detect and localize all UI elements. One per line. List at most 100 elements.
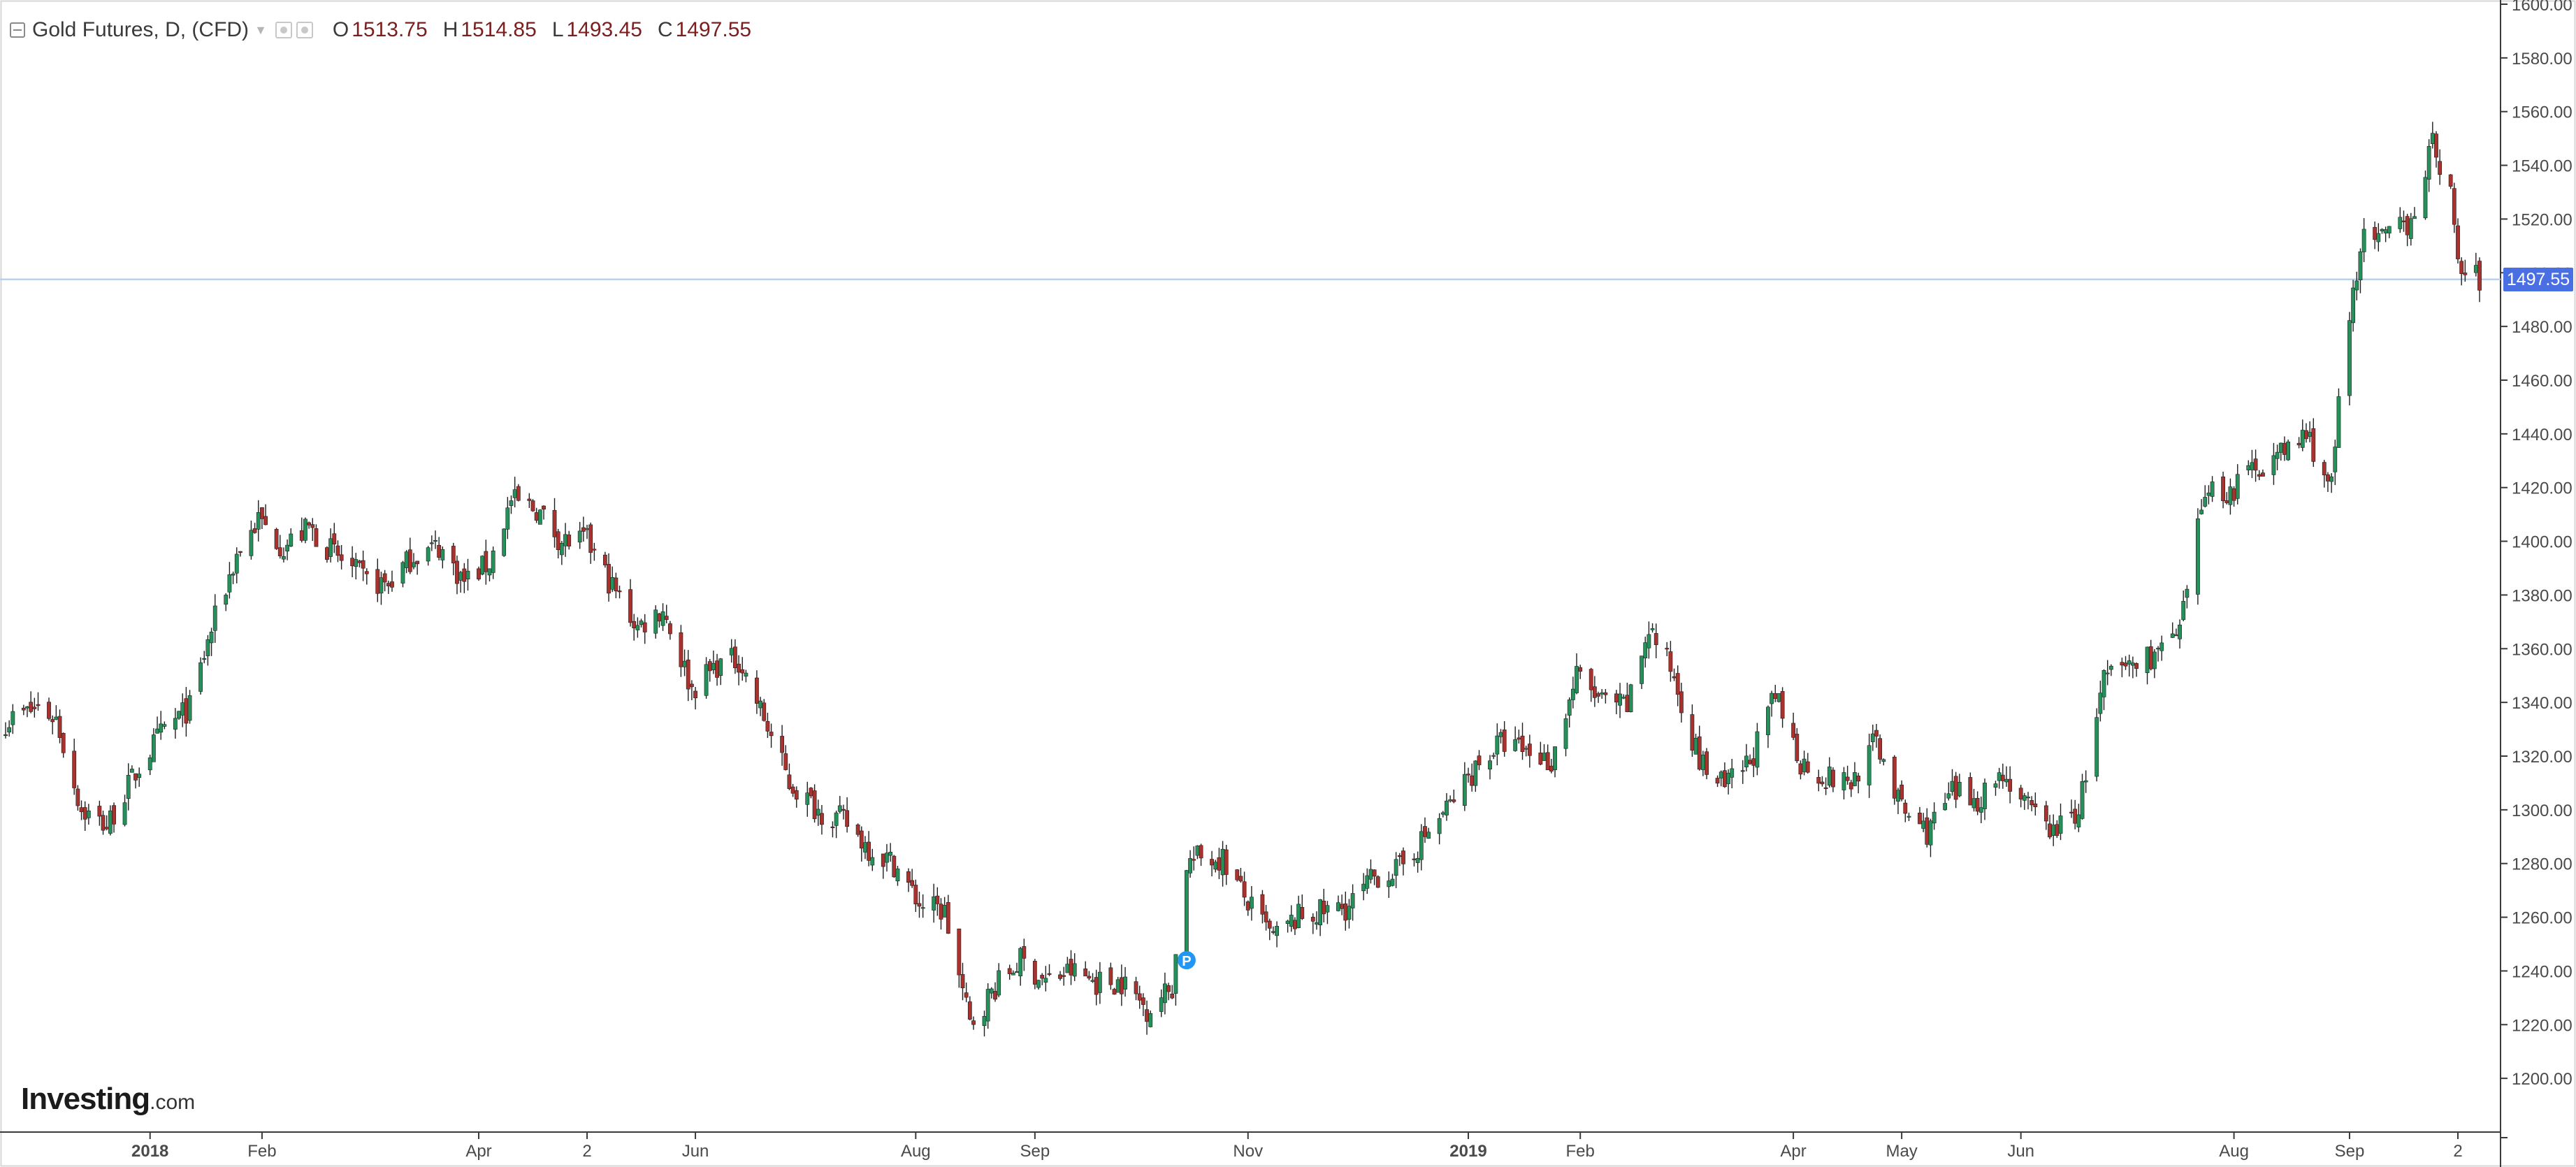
candle-up bbox=[2361, 229, 2366, 252]
candle-down bbox=[2018, 788, 2023, 799]
candle-up bbox=[2430, 133, 2435, 145]
candle-down bbox=[2304, 430, 2308, 440]
candle-up bbox=[1957, 781, 1962, 797]
candle-up bbox=[2426, 146, 2431, 180]
candle-down bbox=[382, 573, 387, 583]
candle-up bbox=[412, 562, 416, 567]
candle-up bbox=[1950, 781, 1955, 792]
candle-up bbox=[2246, 465, 2251, 471]
candle-down bbox=[1192, 859, 1196, 861]
candle-up bbox=[108, 810, 113, 834]
candle-up bbox=[234, 553, 239, 574]
candle-up bbox=[639, 621, 644, 625]
candle-down bbox=[2231, 488, 2236, 501]
candle-up bbox=[635, 625, 640, 630]
candle-down bbox=[1848, 782, 1853, 790]
candle-up bbox=[2333, 447, 2338, 472]
candle-up bbox=[2203, 497, 2208, 507]
candle-down bbox=[21, 707, 26, 711]
candle-down bbox=[325, 547, 329, 560]
candle-down bbox=[867, 841, 871, 861]
candle-down bbox=[50, 719, 55, 723]
candle-down bbox=[1058, 974, 1062, 979]
collapse-icon[interactable] bbox=[10, 22, 25, 38]
candle-down bbox=[602, 554, 607, 565]
settings-icon[interactable] bbox=[296, 22, 313, 38]
candle-up bbox=[1148, 1013, 1153, 1027]
candle-up bbox=[660, 611, 665, 626]
candle-down bbox=[277, 547, 282, 556]
candle-down bbox=[1477, 755, 1482, 765]
candle-down bbox=[2311, 428, 2316, 462]
x-tick-label: 2019 bbox=[1449, 1142, 1486, 1161]
candle-down bbox=[737, 663, 741, 673]
candle-down bbox=[2055, 824, 2060, 836]
candle-up bbox=[328, 538, 333, 557]
candle-up bbox=[209, 632, 214, 644]
candle-up bbox=[1043, 978, 1048, 983]
eye-icon[interactable] bbox=[275, 22, 292, 38]
candle-down bbox=[607, 564, 611, 594]
candle-up bbox=[1618, 693, 1622, 706]
x-tick-label: Jun bbox=[2007, 1142, 2034, 1161]
candle-down bbox=[2120, 662, 2125, 666]
candle-down bbox=[1293, 920, 1297, 929]
candle-up bbox=[1946, 793, 1951, 799]
x-tick-label: Nov bbox=[1233, 1142, 1263, 1161]
candle-down bbox=[1470, 775, 1475, 786]
candle-up bbox=[2358, 251, 2363, 280]
candle-down bbox=[2405, 216, 2410, 235]
candle-up bbox=[1173, 954, 1178, 994]
candle-up bbox=[834, 812, 839, 826]
candle-up bbox=[1802, 758, 1807, 772]
candle-down bbox=[2326, 474, 2330, 481]
candle-down bbox=[2048, 823, 2052, 838]
candle-down bbox=[2008, 778, 2013, 792]
candle-down bbox=[707, 661, 712, 672]
candle-up bbox=[805, 792, 810, 805]
candle-up bbox=[1770, 693, 1774, 704]
candle-up bbox=[559, 543, 564, 556]
candle-up bbox=[1390, 878, 1395, 886]
chevron-down-icon[interactable]: ▼ bbox=[254, 22, 267, 37]
candle-down bbox=[1675, 673, 1680, 695]
candle-down bbox=[274, 529, 279, 549]
candle-down bbox=[104, 827, 109, 829]
candle-down bbox=[2459, 261, 2464, 274]
candle-up bbox=[682, 660, 687, 667]
candle-down bbox=[1062, 975, 1066, 977]
candle-up bbox=[1065, 964, 1070, 973]
x-tick-label: Aug bbox=[901, 1142, 931, 1161]
candle-down bbox=[783, 753, 788, 770]
candle-up bbox=[1921, 820, 1926, 829]
candle-down bbox=[542, 505, 546, 510]
candle-down bbox=[1087, 976, 1092, 979]
candle-down bbox=[36, 704, 41, 706]
candle-up bbox=[2159, 642, 2164, 651]
candle-up bbox=[54, 716, 59, 720]
candle-down bbox=[1112, 989, 1117, 995]
candle-up bbox=[1123, 976, 1127, 990]
symbol-title[interactable]: Gold Futures, D, (CFD) bbox=[32, 18, 249, 41]
candle-up bbox=[2347, 320, 2352, 396]
y-tick-label: 1480.00 bbox=[2512, 318, 2573, 337]
candle-down bbox=[1397, 855, 1402, 857]
candle-down bbox=[689, 683, 694, 688]
candle-down bbox=[686, 659, 690, 690]
x-tick-label: Apr bbox=[465, 1142, 491, 1161]
candle-down bbox=[892, 855, 897, 878]
candle-up bbox=[610, 577, 615, 590]
candle-up bbox=[1195, 846, 1200, 856]
candle-up bbox=[2387, 226, 2392, 233]
candle-up bbox=[400, 562, 405, 584]
candle-down bbox=[2452, 188, 2456, 225]
candle-down bbox=[859, 830, 864, 849]
candle-down bbox=[2434, 133, 2438, 158]
candle-down bbox=[733, 646, 737, 669]
candle-up bbox=[137, 774, 142, 778]
candle-up bbox=[1350, 893, 1355, 908]
x-tick-label: Feb bbox=[1566, 1142, 1595, 1161]
candle-down bbox=[451, 546, 456, 564]
candle-up bbox=[1289, 915, 1294, 927]
